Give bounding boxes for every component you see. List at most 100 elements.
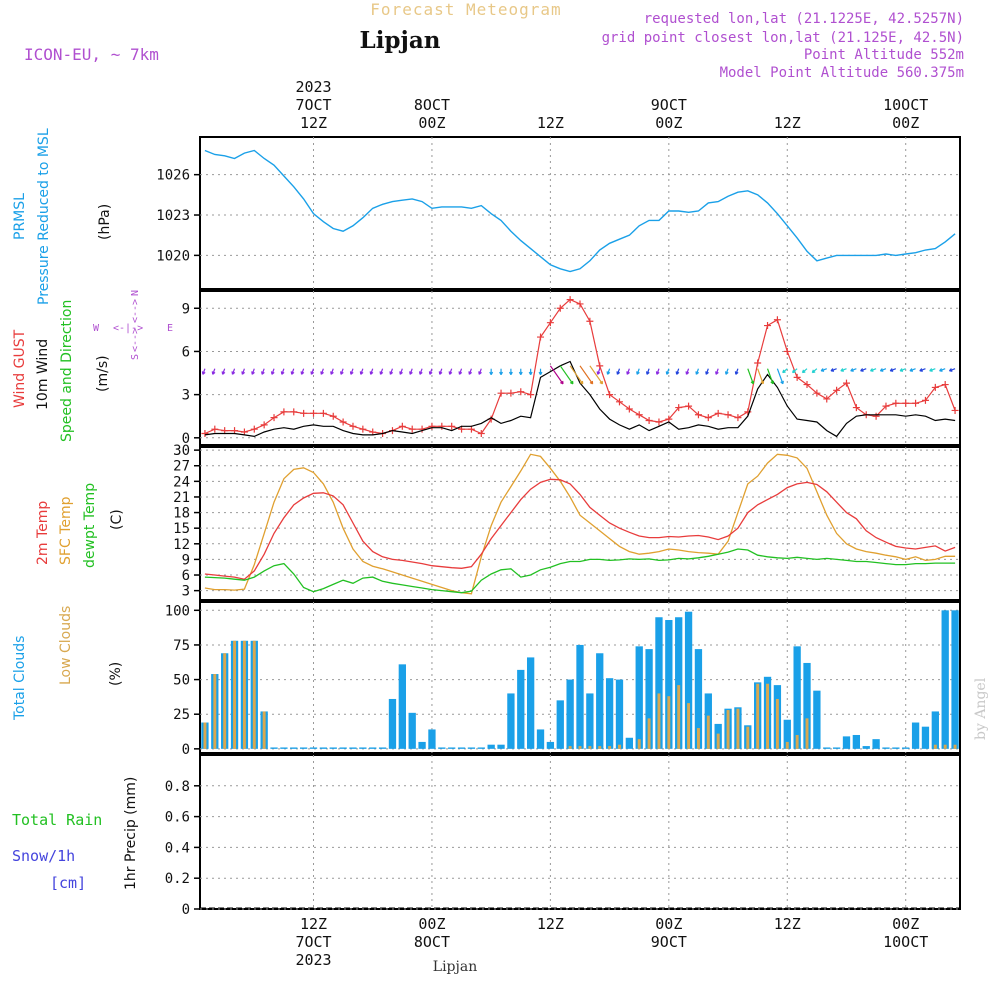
bottom-time-label: 00Z [892, 915, 919, 933]
gust-point [290, 408, 298, 416]
precip-unit: 1hr Precip (mm) [123, 777, 139, 890]
clouds-ytick-label: 100 [165, 603, 190, 619]
model-altitude: Model Point Altitude 560.375m [720, 65, 964, 81]
bottom-location-label: Lipjan [433, 959, 477, 975]
low-cloud-bar [716, 733, 720, 749]
compass-e: E [167, 323, 173, 334]
wind-arrow-head [399, 371, 403, 375]
total-cloud-bar [280, 747, 288, 749]
total-cloud-bar [882, 747, 890, 749]
gust-point [744, 408, 752, 416]
bottom-time-label: 9OCT [651, 933, 687, 951]
gust-point [842, 379, 850, 387]
credit-label: by Angel [973, 677, 989, 740]
low-cloud-bar [933, 744, 937, 749]
bottom-time-label: 12Z [300, 915, 327, 933]
wind-arrow-head [636, 371, 640, 375]
gust-point [438, 422, 446, 430]
wind-direction-arrow [757, 368, 764, 384]
gust-point [892, 399, 900, 407]
total-cloud-bar [536, 729, 545, 749]
clouds-ytick-label: 75 [173, 638, 190, 654]
precip-panel-frame [199, 754, 961, 910]
pressure-ytick-label: 1026 [156, 168, 190, 184]
wind-arrow-head [538, 371, 543, 376]
total-cloud-bar [615, 679, 624, 749]
total-cloud-bar [270, 747, 278, 749]
gust-point [537, 333, 545, 341]
wind-arrow-head [579, 380, 584, 385]
gust-point [586, 317, 594, 325]
low-cloud-bar [608, 746, 612, 749]
total-cloud-bar [941, 610, 949, 749]
temp-ytick-label: 21 [173, 490, 190, 506]
wind-direction-arrow [589, 365, 603, 385]
gust-point [783, 347, 791, 355]
total-cloud-bar [299, 747, 308, 749]
wind-arrow-head [929, 368, 933, 372]
point-altitude: Point Altitude 552m [804, 47, 964, 63]
gust-point [527, 391, 535, 399]
low-cloud-bar [687, 703, 691, 749]
wind-arrow-head [438, 371, 443, 375]
top-time-label: 12Z [774, 114, 801, 132]
sfc-temp-line [204, 453, 956, 595]
gust-point [497, 389, 505, 397]
wind-arrow-head [840, 368, 844, 372]
total-cloud-bar [290, 747, 298, 749]
sfc-temp-label: SFC Temp [58, 496, 74, 565]
low-cloud-bar [637, 739, 641, 749]
total-cloud-bar [793, 646, 801, 749]
gust-point [260, 421, 268, 429]
total-cloud-bar [408, 712, 416, 749]
compass-mid: <-|-> [113, 323, 143, 334]
total-cloud-bar [526, 657, 535, 749]
total-cloud-bar [576, 644, 584, 749]
precip-ytick-label: 0.4 [165, 840, 190, 856]
gust-point [951, 406, 959, 414]
bottom-time-label: 2023 [295, 951, 331, 969]
wind-ytick-label: 3 [182, 388, 190, 404]
compass-n: N [130, 290, 141, 296]
dewpt-line [204, 548, 956, 594]
gust-point [546, 319, 554, 327]
low-cloud-bar [223, 653, 227, 749]
cloud-side-labels: Total Clouds Low Clouds (%) [12, 606, 124, 721]
bottom-time-label: 00Z [655, 915, 682, 933]
wind-arrow-head [645, 371, 650, 375]
top-time-label: 00Z [655, 114, 682, 132]
total-cloud-bar [842, 736, 851, 749]
prmsl-label: PRMSL [12, 193, 28, 240]
wind-arrow-head [211, 371, 216, 375]
gust-point [685, 402, 693, 410]
wind-ytick-label: 6 [182, 344, 190, 360]
wind-arrow-head [770, 380, 775, 385]
temp2m-line [204, 478, 956, 580]
meteogram-title: Forecast Meteogram [370, 0, 561, 19]
gust-point [319, 409, 327, 417]
wind-arrow-head [320, 371, 324, 375]
total-cloud-bar [675, 617, 683, 749]
total-cloud-bar [329, 747, 337, 749]
top-time-label: 2023 [295, 78, 331, 96]
wind-arrow-head [290, 371, 295, 375]
low-cloud-bar [578, 746, 582, 749]
wind-arrow-head [596, 371, 601, 375]
gust-point [310, 409, 318, 417]
pressure-msl-label: Pressure Reduced to MSL [36, 128, 52, 305]
total-cloud-bar [783, 719, 791, 749]
top-time-label: 00Z [418, 114, 445, 132]
gust-point [556, 304, 564, 312]
temp-ytick-label: 15 [173, 521, 190, 537]
low-cloud-bar [795, 734, 799, 749]
gust-point [507, 389, 515, 397]
wind-arrow-head [724, 371, 729, 375]
wind-arrow-head [251, 371, 255, 375]
top-time-label: 8OCT [414, 96, 450, 114]
top-time-label: 12Z [537, 114, 564, 132]
low-cloud-bar [953, 744, 957, 749]
total-cloud-bar [556, 700, 564, 749]
wind-arrow-head [675, 371, 680, 375]
gust-point [428, 422, 436, 430]
pressure-ytick-label: 1023 [156, 208, 190, 224]
